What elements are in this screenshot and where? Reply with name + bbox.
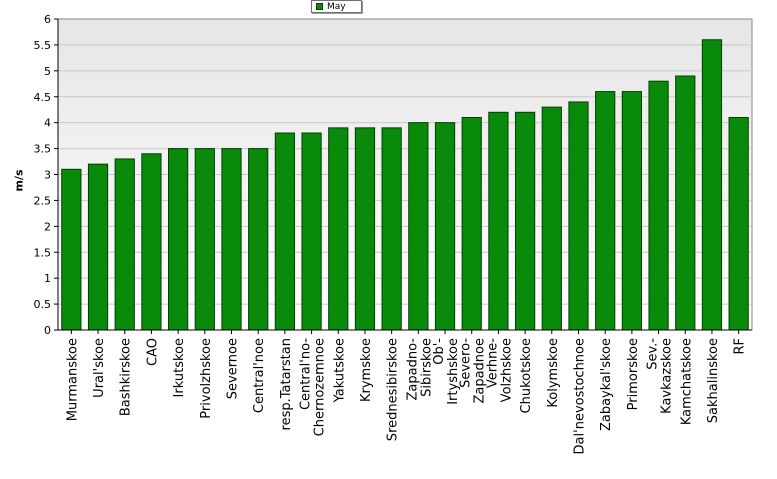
bar [114,158,135,331]
x-tick-label: Central'noe [252,338,267,413]
y-tick-label: 0.5 [34,298,52,311]
y-tick-label: 6 [44,13,51,26]
x-tick-label: Central'no-Chernozemnoe [299,338,328,437]
x-tick-label: Bashkirskoe [119,338,134,416]
x-tick-label: Ob'-Irtyshskoe [432,338,461,405]
x-tick-label: Sakhalinskoe [706,338,721,423]
y-tick-label: 3.5 [34,143,52,156]
bar [221,148,242,331]
bar [141,153,162,331]
x-tick-label: Severnoe [226,338,241,399]
bar [648,80,669,331]
bar [701,39,723,331]
y-tick-label: 4 [44,117,51,130]
x-tick-label: Yakutskoe [332,338,347,403]
bar [434,122,456,331]
x-axis-labels: Murmanskoe Ural'skoe Bashkirskoe CAO Irkutsk… [65,330,748,454]
bar [408,122,429,331]
x-tick-label: Chukotskoe [519,338,534,413]
bar [568,101,589,331]
y-tick-label: 3 [44,169,51,182]
x-tick-label: Kamchatskoe [679,338,694,425]
bar [461,116,482,331]
bar [515,111,536,331]
x-tick-label: Irkutskoe [172,338,187,397]
x-tick-label: Privolzhskoe [199,338,214,419]
bar [488,111,509,331]
x-tick-label: Ural'skoe [92,338,107,398]
bar [381,127,402,331]
legend-label: May [327,2,346,12]
bar [728,116,749,331]
x-tick-label: Zabaykal'skoe [599,338,614,431]
x-tick-label: Verhne-Volzhskoe [485,338,514,403]
x-tick-label: Zapadno-Sibirskoe [405,338,434,401]
x-tick-label: RF [733,338,748,355]
x-tick-label: Sev.-Kavkazskoe [646,338,675,414]
y-tick-label: 5.5 [34,39,52,52]
y-axis-ticks: 0 0.5 1 1.5 2 2.5 3 3.5 4 4.5 5 5.5 6 [34,13,58,337]
bar [168,148,189,331]
y-tick-label: 1 [44,272,51,285]
bar [541,106,562,331]
y-tick-label: 5 [44,65,51,78]
x-tick-label: resp.Tatarstan [279,338,294,430]
bar [194,148,215,331]
bar [354,127,376,331]
y-tick-label: 2.5 [34,194,52,207]
legend-swatch [316,3,323,10]
x-tick-label: Murmanskoe [65,338,80,421]
bar [87,163,109,331]
x-tick-label: Srednesibirskoe [386,338,401,441]
bar [675,75,696,331]
x-tick-label: Dal'nevostochnoe [573,338,588,454]
bar [61,168,82,331]
x-tick-label: CAO [145,338,160,366]
bars [61,39,749,331]
y-tick-label: 0 [44,324,51,337]
bar [301,132,322,331]
x-tick-label: Severo-Zapadnoe [459,338,488,404]
y-axis-label: m/s [12,169,26,192]
bar [328,127,349,331]
y-tick-label: 4.5 [34,91,52,104]
bar [274,132,295,331]
x-tick-label: Primorskoe [626,338,641,410]
bar [621,91,642,331]
x-tick-label: Kolymskoe [546,338,561,408]
bar [595,91,616,331]
bar [248,148,269,331]
y-tick-label: 1.5 [34,246,52,259]
legend: May [311,0,362,13]
x-tick-label: Krymskoe [359,338,374,402]
y-tick-label: 2 [44,220,51,233]
